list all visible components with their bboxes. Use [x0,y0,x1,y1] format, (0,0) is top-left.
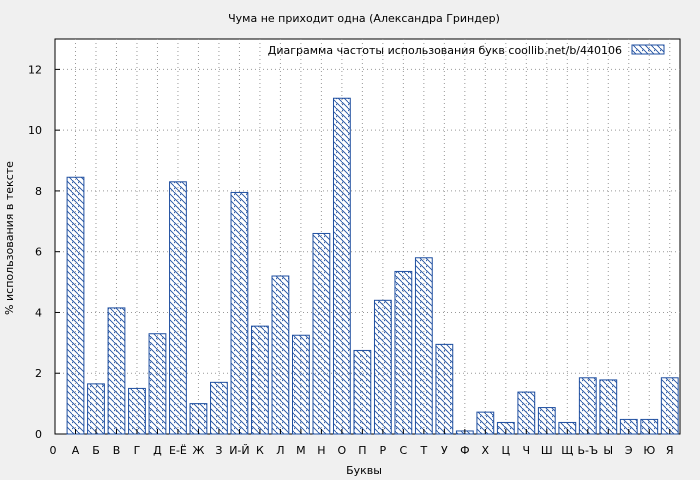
x-tick-label: Ь-Ъ [577,444,598,457]
bar-Д [148,333,167,435]
x-tick-label: Ч [523,444,531,457]
x-tick-label: Ф [460,444,469,457]
legend-label: Диаграмма частоты использования букв coo… [268,44,622,57]
bar-Р [373,299,392,435]
x-tick-label: Ш [541,444,553,457]
x-tick-label: Х [482,444,490,457]
legend-swatch [631,44,665,55]
x-ticks: 0 А Б В Г Д Е-Ё Ж З И-Й К Л М Н О П Р С Т У Ф Х Ц Ч Ш Щ Ь-Ъ Ы Э Ю Я [50,429,674,457]
bar-З [210,381,228,435]
x-tick-label: Р [380,444,387,457]
bar-К [251,325,269,435]
bar-Г [128,387,146,435]
legend: Диаграмма частоты использования букв coo… [268,44,665,57]
y-tick-label: 6 [35,246,42,259]
y-tick-label: 2 [35,367,42,380]
bar-О [332,97,351,435]
x-tick-label: Щ [561,444,573,457]
x-tick-label: К [256,444,264,457]
x-tick-label: Н [317,444,325,457]
x-tick-label: З [215,444,222,457]
y-tick-label: 0 [35,428,42,441]
bar-Л [271,275,290,435]
x-tick-label: У [441,444,448,457]
x-tick-label: Э [625,444,633,457]
bar-Н [312,232,331,435]
x-tick-label: Л [276,444,284,457]
x-tick-label: Ы [603,444,613,457]
y-ticks: 0 2 4 6 8 10 12 [28,63,60,441]
bar-И-Й [230,191,249,435]
x-tick-label: Б [92,444,100,457]
x-tick-label: П [358,444,366,457]
bar-Е-Ё [169,181,187,435]
x-tick-label: Ц [502,444,511,457]
x-tick-label: В [113,444,121,457]
bar-М [292,334,310,435]
bars [66,97,679,435]
y-tick-label: 10 [28,124,42,137]
x-tick-label: Г [134,444,141,457]
bar-С [394,270,413,435]
bar-Я [660,377,679,435]
x-tick-label: 0 [50,444,57,457]
bar-Ь-Ъ [578,377,597,435]
x-tick-label: Я [666,444,674,457]
chart-title: Чума не приходит одна (Александра Гринде… [228,12,500,25]
x-tick-label: А [72,444,80,457]
y-axis-label: % использования в тексте [3,161,16,315]
x-axis-label: Буквы [346,464,382,477]
x-tick-label: О [338,444,347,457]
y-tick-label: 8 [35,185,42,198]
x-tick-label: Т [419,444,427,457]
x-tick-label: Д [153,444,162,457]
bar-П [353,349,372,435]
x-tick-label: И-Й [229,444,249,457]
bar-В [107,307,126,435]
x-tick-label: Ю [643,444,655,457]
bar-Ы [599,379,618,435]
bar-Т [414,257,433,435]
bar-Б [87,383,105,435]
bar-Ч [517,391,536,435]
x-tick-label: Е-Ё [169,444,187,457]
y-tick-label: 4 [35,306,42,319]
bar-А [66,176,85,435]
x-tick-label: С [400,444,408,457]
bar-У [435,343,454,435]
y-tick-label: 12 [28,63,42,76]
x-tick-label: Ж [193,444,205,457]
x-tick-label: М [296,444,306,457]
